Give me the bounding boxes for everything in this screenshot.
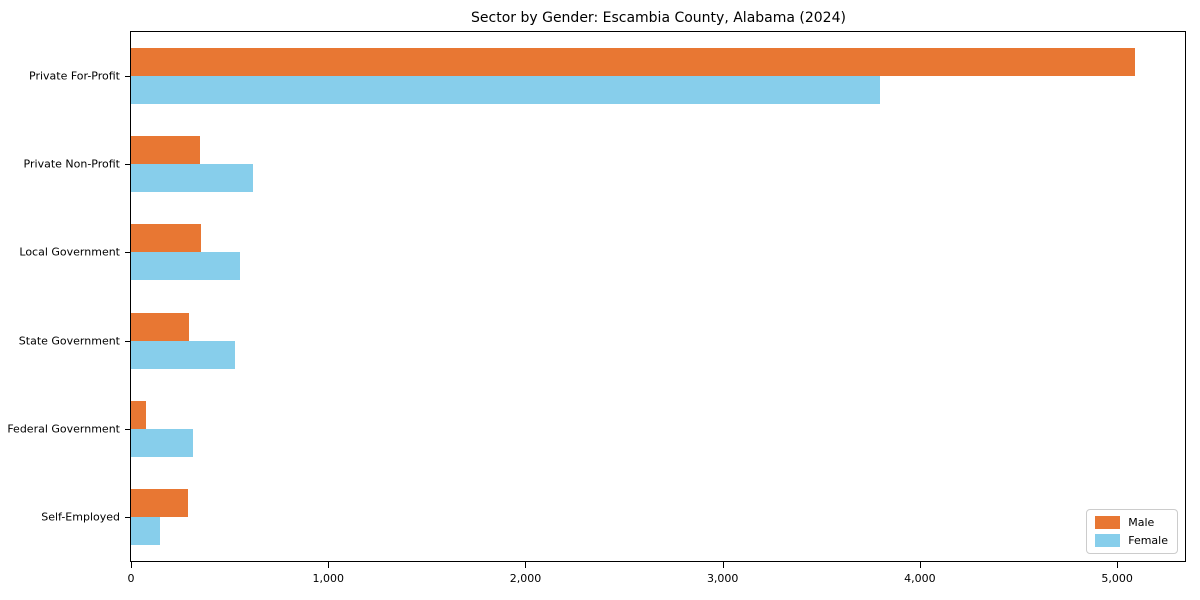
category-label-private-non-profit: Private Non-Profit xyxy=(23,157,120,171)
category-row-state-government: State Government xyxy=(19,297,1185,385)
bar-male-local-government xyxy=(131,224,202,253)
bar-male-self-employed xyxy=(131,488,189,517)
legend-swatch-female xyxy=(1095,534,1121,547)
bar-male-private-non-profit xyxy=(131,136,201,165)
category-label-federal-government: Federal Government xyxy=(7,422,120,436)
legend-item-male: Male xyxy=(1095,516,1168,529)
legend-swatch-male xyxy=(1095,516,1121,529)
legend-label-female: Female xyxy=(1128,534,1168,547)
bar-male-state-government xyxy=(131,312,190,341)
chart-title: Sector by Gender: Escambia County, Alaba… xyxy=(471,10,846,26)
x-tick-label: 4,000 xyxy=(904,572,936,585)
category-row-federal-government: Federal Government xyxy=(7,385,1185,473)
x-tick-label: 1,000 xyxy=(312,572,344,585)
legend-item-female: Female xyxy=(1095,534,1168,547)
legend: Male Female xyxy=(1086,509,1178,554)
y-tick-mark xyxy=(125,340,131,342)
x-tick-mark xyxy=(131,562,132,568)
category-label-self-employed: Self-Employed xyxy=(41,510,120,524)
y-tick-mark xyxy=(125,164,131,166)
bar-male-private-for-profit xyxy=(131,48,1135,77)
y-tick-mark xyxy=(125,252,131,254)
bar-female-self-employed xyxy=(131,516,160,545)
category-row-self-employed: Self-Employed xyxy=(41,473,1185,561)
x-tick-mark xyxy=(919,562,921,568)
bar-female-state-government xyxy=(131,340,235,369)
category-label-local-government: Local Government xyxy=(19,245,120,259)
category-row-local-government: Local Government xyxy=(19,208,1185,296)
bar-male-federal-government xyxy=(131,400,146,429)
x-tick-mark xyxy=(722,562,724,568)
category-label-state-government: State Government xyxy=(18,334,120,348)
x-tick-label: 5,000 xyxy=(1101,572,1133,585)
category-row-private-for-profit: Private For-Profit xyxy=(29,32,1185,120)
x-tick-mark xyxy=(1117,562,1119,568)
x-tick-label: 2,000 xyxy=(509,572,542,585)
category-row-private-non-profit: Private Non-Profit xyxy=(24,120,1185,208)
category-label-private-for-profit: Private For-Profit xyxy=(29,69,120,83)
bar-female-private-non-profit xyxy=(131,164,254,193)
y-tick-mark xyxy=(125,516,131,518)
bar-female-local-government xyxy=(131,252,241,281)
bar-female-private-for-profit xyxy=(131,76,881,105)
x-tick-label: 0 xyxy=(127,572,135,585)
bar-female-federal-government xyxy=(131,428,194,457)
y-tick-mark xyxy=(125,428,131,430)
bar-rows: Private For-Profit Private Non-Profit Loca… xyxy=(7,32,1185,561)
x-tick-label: 3,000 xyxy=(706,572,739,585)
legend-label-male: Male xyxy=(1128,516,1155,529)
x-tick-mark xyxy=(525,562,527,568)
x-tick-mark xyxy=(328,562,330,568)
y-tick-mark xyxy=(125,76,131,78)
plot-area: Private For-Profit Private Non-Profit Loca… xyxy=(7,31,1186,585)
